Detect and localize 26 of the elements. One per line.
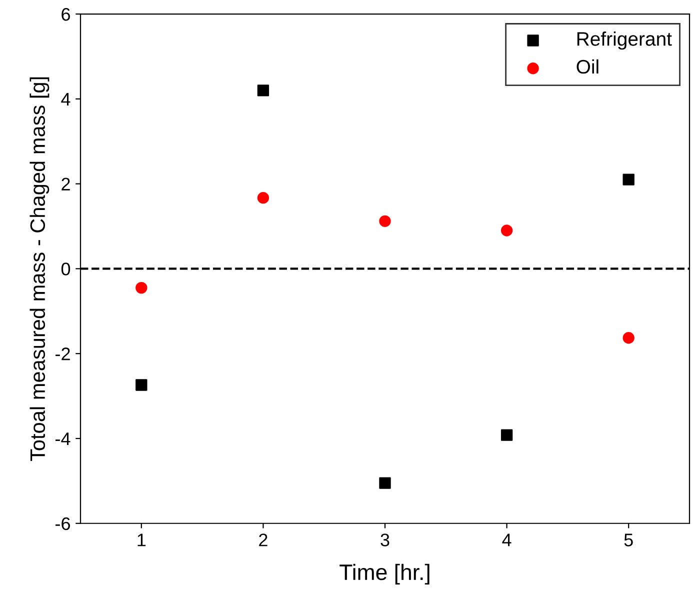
- point: [500, 429, 513, 441]
- point: [622, 174, 634, 186]
- legend-label: Refrigerant: [577, 32, 672, 50]
- y-tick-label: -4: [56, 432, 70, 446]
- x-tick-label: 3: [380, 534, 390, 546]
- point: [379, 477, 391, 489]
- x-tick-label: 5: [624, 534, 633, 546]
- point: [136, 379, 148, 391]
- y-tick-label: 6: [62, 8, 70, 21]
- x-tick-label: 4: [502, 534, 512, 546]
- x-tick-label: 2: [259, 534, 268, 546]
- point: [500, 224, 513, 236]
- point: [257, 84, 270, 96]
- point: [136, 282, 148, 294]
- point: [257, 192, 270, 204]
- point: [622, 332, 634, 344]
- y-tick-label: 0: [61, 262, 70, 276]
- point: [379, 215, 391, 228]
- y-tick-label: 2: [62, 178, 70, 190]
- y-axis-title: Totoal measured mass - Chaged mass [g]: [30, 77, 50, 462]
- y-tick-label: -6: [56, 517, 70, 530]
- y-tick-label: -2: [56, 348, 70, 360]
- x-axis-title: Time [hr.]: [340, 564, 430, 585]
- y-tick-label: 4: [61, 93, 70, 106]
- legend-label: Oil: [576, 59, 598, 74]
- x-tick-label: 1: [138, 534, 146, 546]
